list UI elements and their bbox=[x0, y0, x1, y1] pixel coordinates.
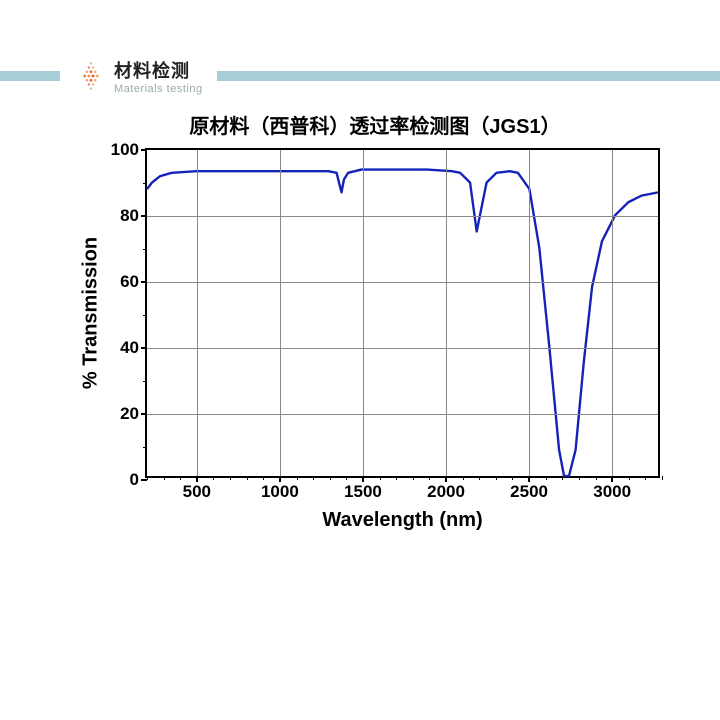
y-axis-label: % Transmission bbox=[80, 237, 103, 389]
tick-label-x: 500 bbox=[183, 482, 211, 502]
tick-mark-x-minor bbox=[380, 476, 381, 480]
tick-mark-x-minor bbox=[596, 476, 597, 480]
tick-mark-x-minor bbox=[263, 476, 264, 480]
grid-line-v bbox=[529, 150, 530, 476]
tick-mark-y bbox=[141, 149, 147, 151]
tick-label-y: 100 bbox=[111, 140, 139, 160]
dots-svg bbox=[74, 59, 108, 93]
tick-mark-y-minor bbox=[143, 249, 147, 250]
transmission-chart: 原材料（西普科）透过率检测图（JGS1） % Transmission Wave… bbox=[70, 140, 680, 570]
tick-mark-y bbox=[141, 281, 147, 283]
tick-mark-x-minor bbox=[147, 476, 148, 480]
tick-mark-y-minor bbox=[143, 381, 147, 382]
header-bar-right bbox=[217, 71, 720, 81]
grid-line-h bbox=[147, 216, 658, 217]
tick-label-y: 20 bbox=[120, 404, 139, 424]
grid-line-v bbox=[446, 150, 447, 476]
plot-area: % Transmission Wavelength (nm) 020406080… bbox=[145, 148, 660, 478]
tick-mark-x-minor bbox=[496, 476, 497, 480]
tick-mark-x-minor bbox=[297, 476, 298, 480]
tick-mark-y bbox=[141, 215, 147, 217]
tick-mark-x-minor bbox=[662, 476, 663, 480]
tick-mark-x-minor bbox=[396, 476, 397, 480]
dots-logo-icon bbox=[74, 59, 108, 93]
tick-mark-x-minor bbox=[562, 476, 563, 480]
tick-mark-x-minor bbox=[330, 476, 331, 480]
tick-mark-x-minor bbox=[213, 476, 214, 480]
header-bar-left bbox=[0, 71, 60, 81]
tick-mark-x-minor bbox=[479, 476, 480, 480]
header-row: 材料检测 Materials testing bbox=[0, 56, 720, 96]
tick-label-x: 2500 bbox=[510, 482, 548, 502]
tick-mark-x-minor bbox=[413, 476, 414, 480]
tick-mark-y-minor bbox=[143, 183, 147, 184]
chart-title: 原材料（西普科）透过率检测图（JGS1） bbox=[70, 110, 680, 139]
tick-label-x: 1000 bbox=[261, 482, 299, 502]
tick-mark-x-minor bbox=[579, 476, 580, 480]
grid-line-h bbox=[147, 348, 658, 349]
tick-mark-x-minor bbox=[512, 476, 513, 480]
tick-label-y: 80 bbox=[120, 206, 139, 226]
grid-line-h bbox=[147, 282, 658, 283]
grid-line-h bbox=[147, 414, 658, 415]
tick-mark-y bbox=[141, 347, 147, 349]
tick-mark-x-minor bbox=[629, 476, 630, 480]
tick-mark-x-minor bbox=[645, 476, 646, 480]
tick-label-x: 1500 bbox=[344, 482, 382, 502]
tick-mark-x-minor bbox=[180, 476, 181, 480]
tick-mark-x-minor bbox=[346, 476, 347, 480]
grid-line-v bbox=[280, 150, 281, 476]
tick-mark-y-minor bbox=[143, 315, 147, 316]
tick-label-y: 40 bbox=[120, 338, 139, 358]
logo-block: 材料检测 Materials testing bbox=[74, 57, 203, 95]
logo-title-zh: 材料检测 bbox=[114, 57, 203, 83]
tick-label-y: 0 bbox=[130, 470, 139, 490]
tick-label-x: 3000 bbox=[593, 482, 631, 502]
curve-svg bbox=[147, 150, 658, 476]
tick-mark-x-minor bbox=[313, 476, 314, 480]
logo-title-en: Materials testing bbox=[114, 83, 203, 95]
grid-line-v bbox=[197, 150, 198, 476]
tick-mark-x-minor bbox=[164, 476, 165, 480]
tick-mark-x-minor bbox=[247, 476, 248, 480]
tick-mark-x-minor bbox=[546, 476, 547, 480]
tick-label-x: 2000 bbox=[427, 482, 465, 502]
tick-mark-x-minor bbox=[429, 476, 430, 480]
x-axis-label: Wavelength (nm) bbox=[322, 509, 482, 532]
tick-mark-x-minor bbox=[463, 476, 464, 480]
tick-mark-x-minor bbox=[230, 476, 231, 480]
tick-label-y: 60 bbox=[120, 272, 139, 292]
tick-mark-y bbox=[141, 413, 147, 415]
grid-line-v bbox=[612, 150, 613, 476]
grid-line-v bbox=[363, 150, 364, 476]
tick-mark-y-minor bbox=[143, 447, 147, 448]
